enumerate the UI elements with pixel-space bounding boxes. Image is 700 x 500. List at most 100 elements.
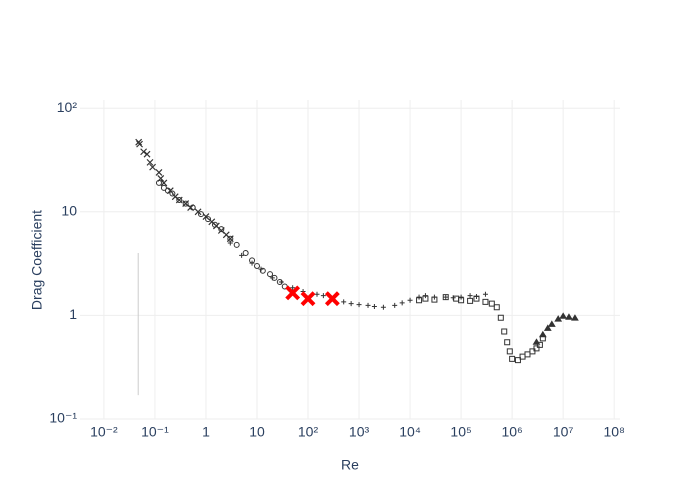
y-tick-label: 10² [57,99,78,115]
point [135,138,143,146]
y-tick-label: 10⁻¹ [49,410,77,426]
point [249,260,255,266]
point [547,320,556,327]
point [143,150,151,158]
point [443,294,449,300]
point [482,298,489,305]
point [314,291,320,297]
plot-area [135,138,579,396]
x-tick-label: 10⁻² [90,424,118,440]
point [218,226,225,233]
point [514,357,521,364]
point [501,328,508,335]
point [160,184,167,191]
point [271,274,278,281]
point [242,250,249,257]
point [189,204,196,211]
point [160,179,168,187]
point [392,302,398,308]
x-tick-label: 1 [202,424,210,440]
point [164,187,171,194]
point [416,297,423,304]
x-tick-label: 10⁸ [603,424,625,440]
point [324,291,340,307]
point [278,279,284,285]
point [422,295,429,302]
point [467,297,474,304]
point [149,163,157,171]
x-tick-label: 10⁶ [501,424,522,440]
point [458,297,465,304]
point [211,221,218,228]
point [488,300,495,307]
point [422,293,428,299]
point [543,324,552,331]
x-tick-label: 10⁵ [450,424,471,440]
point [371,303,377,309]
point [198,211,205,218]
x-axis-title: Re [341,457,359,473]
point [155,168,163,176]
point [249,257,256,264]
point [227,235,234,242]
x-tick-label: 10³ [349,424,370,440]
point [269,275,275,281]
point [356,302,362,308]
point [267,271,274,278]
grid [80,100,620,420]
point [155,179,162,186]
point [482,291,488,297]
point [227,240,233,246]
x-tick-label: 10⁷ [553,424,574,440]
point [493,304,500,311]
point [182,200,189,207]
point [205,216,212,223]
point [194,208,202,216]
point [431,296,438,303]
y-axis-title: Drag Coefficient [29,210,45,310]
point [169,190,176,197]
x-tick-label: 10⁻¹ [141,424,169,440]
x-tick-label: 10² [298,424,319,440]
point [442,294,449,301]
point [407,297,413,303]
point [565,313,573,320]
point [473,295,480,302]
point [176,197,183,203]
point [453,295,460,302]
point [399,300,405,306]
point [524,351,531,358]
point [559,312,568,319]
point [497,314,504,321]
point [529,348,536,355]
point [233,241,240,248]
y-tick-label: 1 [69,306,77,322]
point [341,299,347,305]
point [140,148,148,156]
x-tick-label: 10⁴ [399,424,421,440]
point [380,304,386,310]
point [538,330,547,338]
point [519,353,526,360]
point [290,285,296,291]
point [146,158,154,166]
point [506,348,513,355]
point [571,314,579,321]
point [416,294,422,300]
point [253,262,260,269]
point [258,266,264,272]
point [509,355,516,362]
point [348,301,354,307]
point [300,291,316,307]
y-tick-label: 10 [61,203,77,219]
point [532,338,541,345]
point [320,293,326,299]
point [365,302,371,308]
point [536,341,543,348]
point [504,339,511,346]
point [285,285,301,301]
point [239,252,245,258]
point [136,140,143,148]
x-tick-label: 10 [249,424,265,440]
